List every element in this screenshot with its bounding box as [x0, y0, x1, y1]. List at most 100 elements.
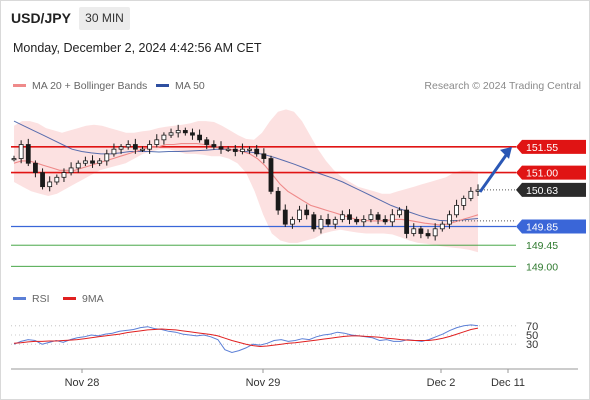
rsi-tick-label-2: 30	[526, 339, 538, 351]
symbol-title: USD/JPY	[11, 10, 71, 26]
support-tag-0-text: 149.85	[526, 221, 558, 233]
forecast-arrow	[478, 152, 509, 193]
legend-ma20-label: MA 20 + Bollinger Bands	[32, 80, 148, 92]
candle-body	[175, 130, 181, 134]
candle-body	[297, 209, 302, 220]
candle-body	[397, 209, 402, 216]
ma50-swatch	[156, 83, 169, 87]
candle-body	[247, 148, 252, 151]
candle-body	[282, 209, 288, 225]
x-tick-label-1: Nov 29	[246, 377, 281, 389]
support-label-1: 149.45	[526, 240, 558, 252]
timeframe-button[interactable]: 30 MIN	[79, 7, 130, 30]
candle-body	[168, 132, 174, 136]
candle-body	[425, 233, 431, 237]
candle-body	[382, 219, 388, 223]
candle-body	[418, 228, 424, 234]
current-price-tag: 150.63	[516, 182, 586, 197]
support-tag-0-bg	[516, 219, 586, 234]
resistance-tag-0-text: 151.55	[526, 142, 558, 154]
candle-body	[354, 219, 360, 223]
legend-9ma-label: 9MA	[82, 293, 104, 305]
candle-body	[11, 158, 17, 161]
candle-body	[111, 148, 117, 155]
rsi-series-1	[13, 327, 479, 348]
ma50-line	[13, 120, 479, 222]
candle-body	[47, 181, 53, 188]
candle-body	[411, 228, 417, 234]
candle-body	[311, 214, 317, 230]
candle-body	[147, 144, 153, 150]
resistance-tag-0: 151.55	[516, 139, 586, 154]
candle-body	[454, 204, 459, 216]
legend-ma50-label: MA 50	[175, 80, 205, 92]
legend-9ma: 9MA	[63, 293, 104, 305]
resistance-tag-1: 151.00	[516, 165, 586, 180]
support-label-2: 149.00	[526, 261, 558, 273]
candle-body	[132, 144, 138, 150]
candle-body	[61, 172, 67, 178]
candle-body	[289, 219, 295, 225]
resistance-tag-0-bg	[516, 139, 586, 154]
candle-body	[218, 146, 224, 150]
candle-body	[197, 134, 203, 141]
ma9-swatch	[63, 296, 76, 300]
candle-body	[190, 132, 195, 136]
credit-text: Research © 2024 Trading Central	[424, 80, 581, 92]
rsi-series-0	[13, 324, 479, 354]
candles	[11, 124, 481, 241]
current-price-tag-bg	[516, 182, 586, 197]
candle-body	[439, 223, 445, 230]
candle-body	[182, 130, 188, 134]
candle-body	[68, 167, 74, 174]
candle-body	[232, 148, 238, 152]
candle-body	[304, 209, 310, 216]
candle-body	[461, 197, 467, 206]
candle-body	[361, 219, 367, 223]
candle-body	[18, 144, 24, 159]
legend-ma50: MA 50	[156, 80, 205, 92]
candle-body	[154, 139, 160, 145]
candle-body	[90, 160, 95, 164]
candle-body	[332, 219, 338, 225]
candle-body	[33, 162, 38, 174]
resistance-tag-1-bg	[516, 165, 586, 180]
rsi-tick-label-0: 70	[526, 321, 538, 333]
candle-body	[325, 219, 331, 225]
ma20-swatch	[13, 83, 26, 87]
candle-body	[211, 144, 217, 148]
candle-body	[432, 228, 438, 237]
candle-body	[339, 214, 345, 220]
candle-body	[240, 148, 245, 152]
candle-body	[40, 172, 45, 188]
forecast-arrow-head	[500, 146, 512, 159]
legend-rsi: RSI	[13, 293, 50, 305]
rsi-tick-label-1: 50	[526, 330, 538, 342]
candle-body	[75, 162, 81, 169]
candle-body	[318, 219, 324, 230]
candle-body	[82, 160, 88, 164]
candle-body	[389, 214, 395, 223]
candle-body	[97, 160, 103, 164]
candle-body	[254, 148, 260, 155]
candle-body	[375, 214, 381, 220]
x-tick-label-2: Dec 2	[427, 377, 456, 389]
legend-rsi-label: RSI	[32, 293, 50, 305]
candle-body	[54, 176, 60, 183]
x-tick-label-0: Nov 28	[65, 377, 100, 389]
resistance-tag-1-text: 151.00	[526, 168, 558, 180]
candle-body	[275, 190, 281, 211]
candle-body	[25, 144, 31, 164]
candle-body	[261, 153, 267, 159]
candle-body	[140, 148, 145, 151]
candle-body	[347, 214, 352, 220]
chart-datetime: Monday, December 2, 2024 4:42:56 AM CET	[13, 41, 262, 55]
candle-body	[225, 148, 231, 151]
candle-body	[468, 190, 474, 199]
candle-body	[268, 158, 274, 192]
candle-body	[204, 139, 210, 145]
legend-ma20: MA 20 + Bollinger Bands	[13, 80, 147, 92]
candle-body	[118, 146, 124, 150]
candle-body	[368, 214, 374, 220]
